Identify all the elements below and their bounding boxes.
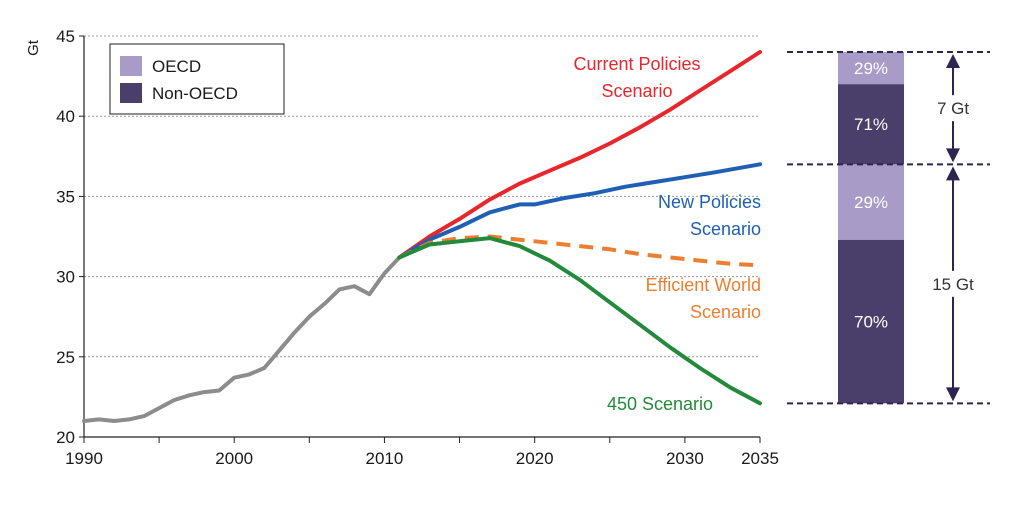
y-tick-label: 25 [56,348,75,367]
series-label-current: Scenario [601,81,672,101]
x-tick-label: 2035 [741,449,779,468]
x-tick-label: 2020 [516,449,554,468]
legend-swatch [120,56,142,76]
bar-segment-non-oecd [838,84,904,165]
series-line-s450 [397,236,762,406]
series-label-current: Current Policies [573,54,700,74]
series-label-new: Scenario [690,219,761,239]
legend-label: OECD [152,57,201,76]
y-tick-label: 30 [56,268,75,287]
gap-label-bg [923,95,983,122]
series-label-new: New Policies [658,192,761,212]
x-tick-label: 2010 [366,449,404,468]
series-line-new [397,162,762,260]
gap-arrow-head-down [946,387,960,402]
y-tick-label: 35 [56,187,75,206]
legend-box [109,43,285,115]
gap-label: 15 Gt [932,275,974,294]
x-tick-label: 1990 [65,449,103,468]
bar-segment-label: 29% [854,59,888,78]
bar-segment-label: 71% [854,115,888,134]
y-tick-label: 40 [56,107,75,126]
gap-label-bg [923,270,983,297]
legend-swatch [120,83,142,103]
gap-arrow-head-up [946,54,960,69]
series-label-efficient: Scenario [690,302,761,322]
gap-label: 7 Gt [937,99,969,118]
series-label-s450: 450 Scenario [607,394,713,414]
series-line-efficient [398,234,761,268]
series-line-current [397,50,762,260]
series-line-historical [82,255,402,423]
bar-segment-oecd [838,52,904,85]
x-tick-label: 2030 [666,449,704,468]
legend-label: Non-OECD [152,84,238,103]
series-label-efficient: Efficient World [646,275,761,295]
bar-segment-oecd [838,164,904,240]
y-axis-title: Gt [25,39,42,56]
gap-arrow-head-down [946,148,960,163]
gap-arrow-head-up [946,166,960,181]
x-tick-label: 2000 [215,449,253,468]
bar-segment-label: 29% [854,193,888,212]
bar-segment-label: 70% [854,313,888,332]
bar-segment-non-oecd [838,239,904,404]
y-tick-label: 20 [56,428,75,447]
y-tick-label: 45 [56,27,75,46]
